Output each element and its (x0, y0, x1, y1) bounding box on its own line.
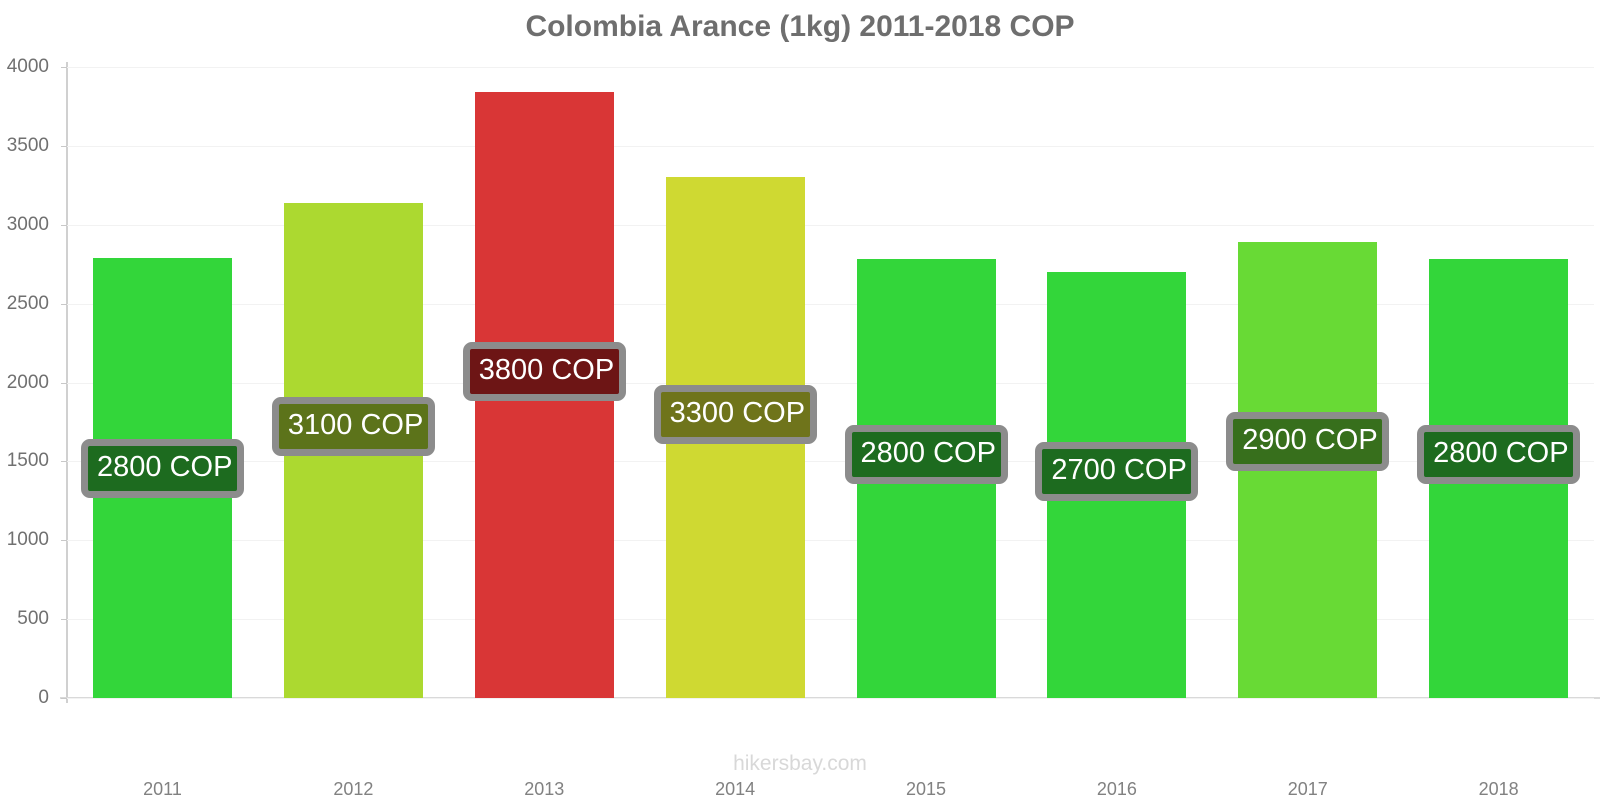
gridline (67, 382, 1594, 384)
x-axis-tick-label: 2017 (1287, 779, 1328, 799)
x-axis-tick-label: 2011 (143, 779, 182, 799)
y-tick-mark (61, 698, 67, 699)
plot-area: 0 500 1000 1500 2000 2500 3000 3500 4000 2011 2012… (7, 56, 1594, 799)
y-axis-tick-label: 3500 (6, 134, 49, 156)
y-tick-mark (61, 461, 67, 463)
bar-value-label-2016: 2700 COP (1035, 442, 1199, 501)
footer-credit: hikersbay.com (733, 752, 867, 775)
bar-value-label-2013: 3800 COP (462, 342, 626, 401)
x-axis-tick-label: 2014 (715, 779, 756, 799)
bar-value-label-2018: 2800 COP (1417, 425, 1581, 484)
gridline (67, 619, 1594, 621)
bar-value-label-2011: 2800 COP (81, 439, 244, 498)
gridline (67, 303, 1594, 305)
gridline (67, 540, 1594, 542)
bar-value-label-2014: 3300 COP (653, 385, 817, 444)
x-axis-tick-label: 2016 (1096, 779, 1137, 799)
y-tick-mark (61, 303, 67, 305)
bar-value-label-2015: 2800 COP (844, 425, 1008, 484)
y-axis-tick-label: 2500 (6, 292, 49, 314)
y-tick-mark (61, 67, 67, 68)
y-tick-mark (61, 619, 67, 621)
gridline (67, 145, 1594, 147)
y-tick-mark (61, 382, 67, 384)
bar-value-label-2012: 3100 COP (271, 397, 435, 456)
y-axis-tick-label: 3000 (6, 213, 49, 235)
y-tick-mark (61, 224, 67, 226)
y-tick-mark (61, 145, 67, 147)
y-tick-mark (61, 540, 67, 542)
bar-value-label-2017: 2900 COP (1226, 412, 1390, 471)
x-axis-tick-label: 2012 (333, 779, 374, 799)
gridline (67, 461, 1594, 463)
chart-title: Colombia Arance (1kg) 2011-2018 COP (525, 10, 1075, 43)
x-axis-tick-label: 2015 (905, 779, 947, 799)
gridline (67, 224, 1594, 226)
x-axis-tick-label: 2013 (524, 779, 565, 799)
y-axis-tick-label: 1500 (6, 450, 49, 472)
y-axis-tick-label: 0 (38, 687, 49, 708)
gridline (67, 67, 1594, 68)
y-axis-tick-label: 4000 (6, 56, 49, 77)
gridline (67, 698, 1594, 699)
y-axis-tick-label: 500 (17, 608, 49, 630)
x-axis-tick-label: 2018 (1478, 779, 1519, 799)
y-axis-tick-label: 2000 (6, 371, 49, 393)
y-axis-tick-label: 1000 (6, 529, 49, 551)
